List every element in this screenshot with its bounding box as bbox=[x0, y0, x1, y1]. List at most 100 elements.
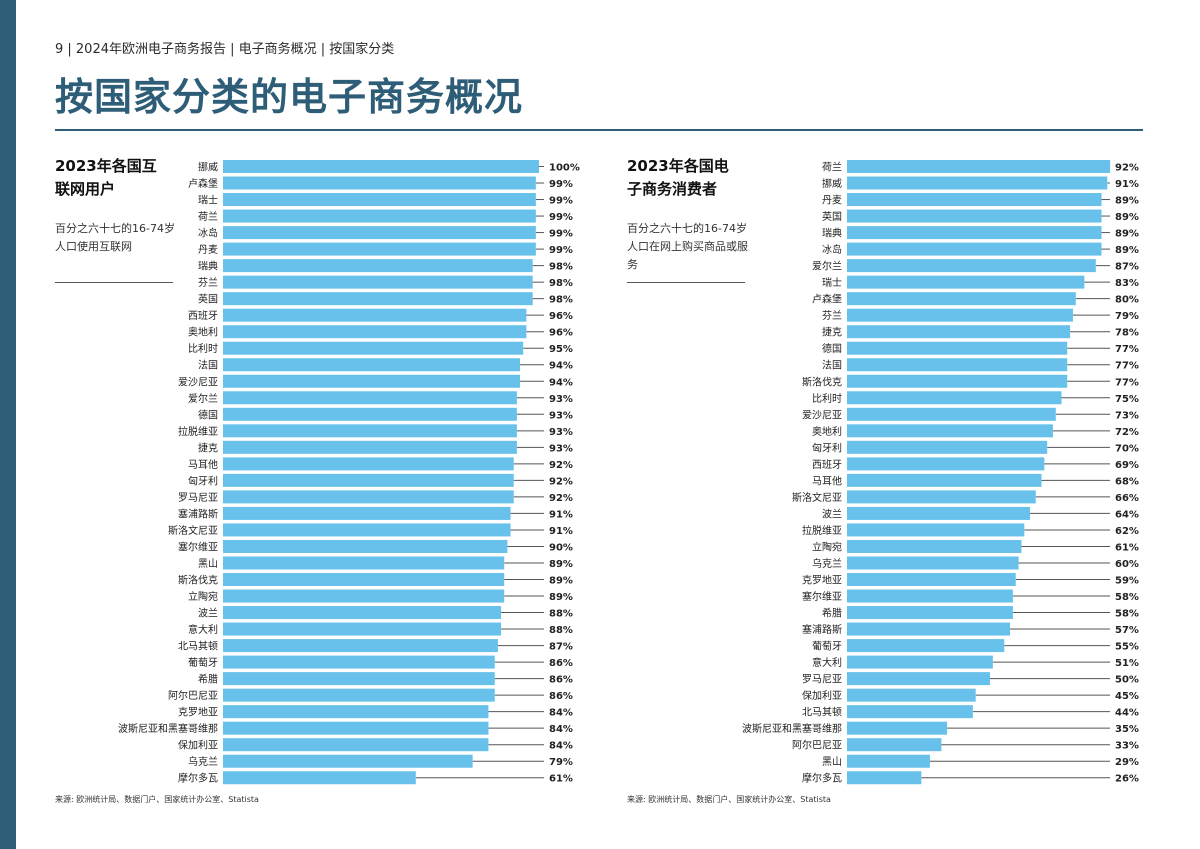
category-label: 北马其顿 bbox=[802, 706, 842, 719]
data-label: 33% bbox=[1115, 741, 1139, 752]
bar bbox=[847, 473, 1042, 487]
bar bbox=[223, 655, 495, 669]
data-label: 61% bbox=[1115, 542, 1139, 553]
bar bbox=[847, 606, 1013, 620]
data-label: 99% bbox=[549, 196, 573, 207]
category-label: 卢森堡 bbox=[188, 177, 218, 190]
data-label: 79% bbox=[549, 757, 573, 768]
category-label: 波兰 bbox=[198, 607, 218, 620]
category-label: 波斯尼亚和黑塞哥维那 bbox=[742, 722, 842, 735]
data-label: 80% bbox=[1115, 295, 1139, 306]
data-label: 55% bbox=[1115, 642, 1139, 653]
bar bbox=[847, 556, 1019, 570]
bar bbox=[223, 506, 511, 520]
bar bbox=[847, 275, 1085, 289]
bar bbox=[847, 242, 1102, 256]
data-label: 91% bbox=[549, 509, 573, 520]
heading-line: 2023年各国电 bbox=[627, 157, 729, 175]
source-note: 来源: 欧洲统计局、数据门户、国家统计办公室、Statista bbox=[627, 795, 831, 804]
data-label: 92% bbox=[549, 460, 573, 471]
category-label: 摩尔多瓦 bbox=[802, 772, 842, 785]
data-label: 87% bbox=[1115, 262, 1139, 273]
bar bbox=[223, 424, 517, 438]
category-label: 拉脱维亚 bbox=[178, 425, 218, 438]
data-label: 99% bbox=[549, 179, 573, 190]
category-label: 意大利 bbox=[812, 656, 842, 669]
panel-divider bbox=[627, 282, 745, 283]
category-label: 葡萄牙 bbox=[188, 656, 218, 669]
category-label: 捷克 bbox=[822, 326, 842, 339]
bar bbox=[847, 672, 990, 686]
category-label: 捷克 bbox=[198, 441, 218, 454]
data-label: 94% bbox=[549, 361, 573, 372]
bar bbox=[847, 655, 993, 669]
category-label: 冰岛 bbox=[198, 227, 218, 240]
bar bbox=[847, 622, 1011, 636]
bar bbox=[223, 688, 495, 702]
category-label: 希腊 bbox=[198, 673, 218, 686]
data-label: 93% bbox=[549, 394, 573, 405]
data-label: 98% bbox=[549, 262, 573, 273]
bar bbox=[847, 754, 930, 768]
chart-heading-internet-users: 2023年各国互 联网用户 bbox=[55, 155, 185, 201]
category-label: 瑞典 bbox=[822, 227, 842, 240]
category-label: 挪威 bbox=[822, 177, 842, 190]
data-label: 89% bbox=[1115, 229, 1139, 240]
bar bbox=[847, 209, 1102, 223]
data-label: 79% bbox=[1115, 311, 1139, 322]
category-label: 荷兰 bbox=[822, 161, 842, 174]
category-label: 挪威 bbox=[198, 161, 218, 174]
category-label: 乌克兰 bbox=[812, 557, 842, 570]
category-label: 北马其顿 bbox=[178, 640, 218, 653]
data-label: 100% bbox=[549, 163, 580, 174]
bar bbox=[847, 589, 1013, 603]
category-label: 黑山 bbox=[198, 558, 218, 570]
data-label: 93% bbox=[549, 410, 573, 421]
category-label: 爱沙尼亚 bbox=[178, 375, 218, 388]
data-label: 58% bbox=[1115, 592, 1139, 603]
bar bbox=[223, 705, 489, 719]
bar bbox=[223, 672, 495, 686]
data-label: 57% bbox=[1115, 625, 1139, 636]
category-label: 比利时 bbox=[188, 343, 218, 355]
bar bbox=[223, 407, 517, 421]
data-label: 86% bbox=[549, 658, 573, 669]
data-label: 99% bbox=[549, 212, 573, 223]
category-label: 马耳他 bbox=[188, 458, 218, 471]
category-label: 波兰 bbox=[822, 507, 842, 520]
data-label: 84% bbox=[549, 708, 573, 719]
category-label: 意大利 bbox=[188, 623, 218, 636]
category-label: 匈牙利 bbox=[812, 441, 842, 454]
category-label: 斯洛文尼亚 bbox=[168, 524, 218, 537]
category-label: 罗马尼亚 bbox=[178, 492, 218, 504]
page-title: 按国家分类的电子商务概况 bbox=[55, 75, 524, 119]
breadcrumb: 9 | 2024年欧洲电子商务报告 | 电子商务概况 | 按国家分类 bbox=[55, 42, 395, 57]
category-label: 瑞典 bbox=[198, 260, 218, 273]
heading-line: 联网用户 bbox=[55, 180, 116, 198]
category-label: 英国 bbox=[198, 293, 218, 306]
bar bbox=[223, 275, 533, 289]
data-label: 83% bbox=[1115, 278, 1139, 289]
bar bbox=[223, 193, 536, 207]
category-label: 保加利亚 bbox=[802, 689, 842, 702]
data-label: 77% bbox=[1115, 361, 1139, 372]
bar bbox=[847, 374, 1068, 388]
category-label: 立陶宛 bbox=[812, 540, 842, 553]
data-label: 44% bbox=[1115, 708, 1139, 719]
data-label: 60% bbox=[1115, 559, 1139, 570]
data-label: 70% bbox=[1115, 443, 1139, 454]
data-label: 75% bbox=[1115, 394, 1139, 405]
category-label: 冰岛 bbox=[822, 243, 842, 256]
category-label: 奥地利 bbox=[188, 326, 218, 339]
ecommerce-consumers-bar-chart: 荷兰 92% 挪威 91% 丹麦 89% 英国 89% 瑞典 89% 冰岛 89% 爱尔兰 87% 瑞士 83… bbox=[742, 160, 1139, 785]
data-label: 72% bbox=[1115, 427, 1139, 438]
data-label: 92% bbox=[1115, 163, 1139, 174]
bar bbox=[223, 391, 517, 405]
category-label: 希腊 bbox=[822, 607, 842, 620]
internet-users-bar-chart: 挪威 100% 卢森堡 99% 瑞士 99% 荷兰 99% 冰岛 99% 丹麦 99% 瑞典 98% 芬兰 9… bbox=[118, 160, 580, 785]
data-label: 66% bbox=[1115, 493, 1139, 504]
bar bbox=[847, 721, 948, 735]
data-label: 73% bbox=[1115, 410, 1139, 421]
data-label: 91% bbox=[1115, 179, 1139, 190]
category-label: 奥地利 bbox=[812, 425, 842, 438]
